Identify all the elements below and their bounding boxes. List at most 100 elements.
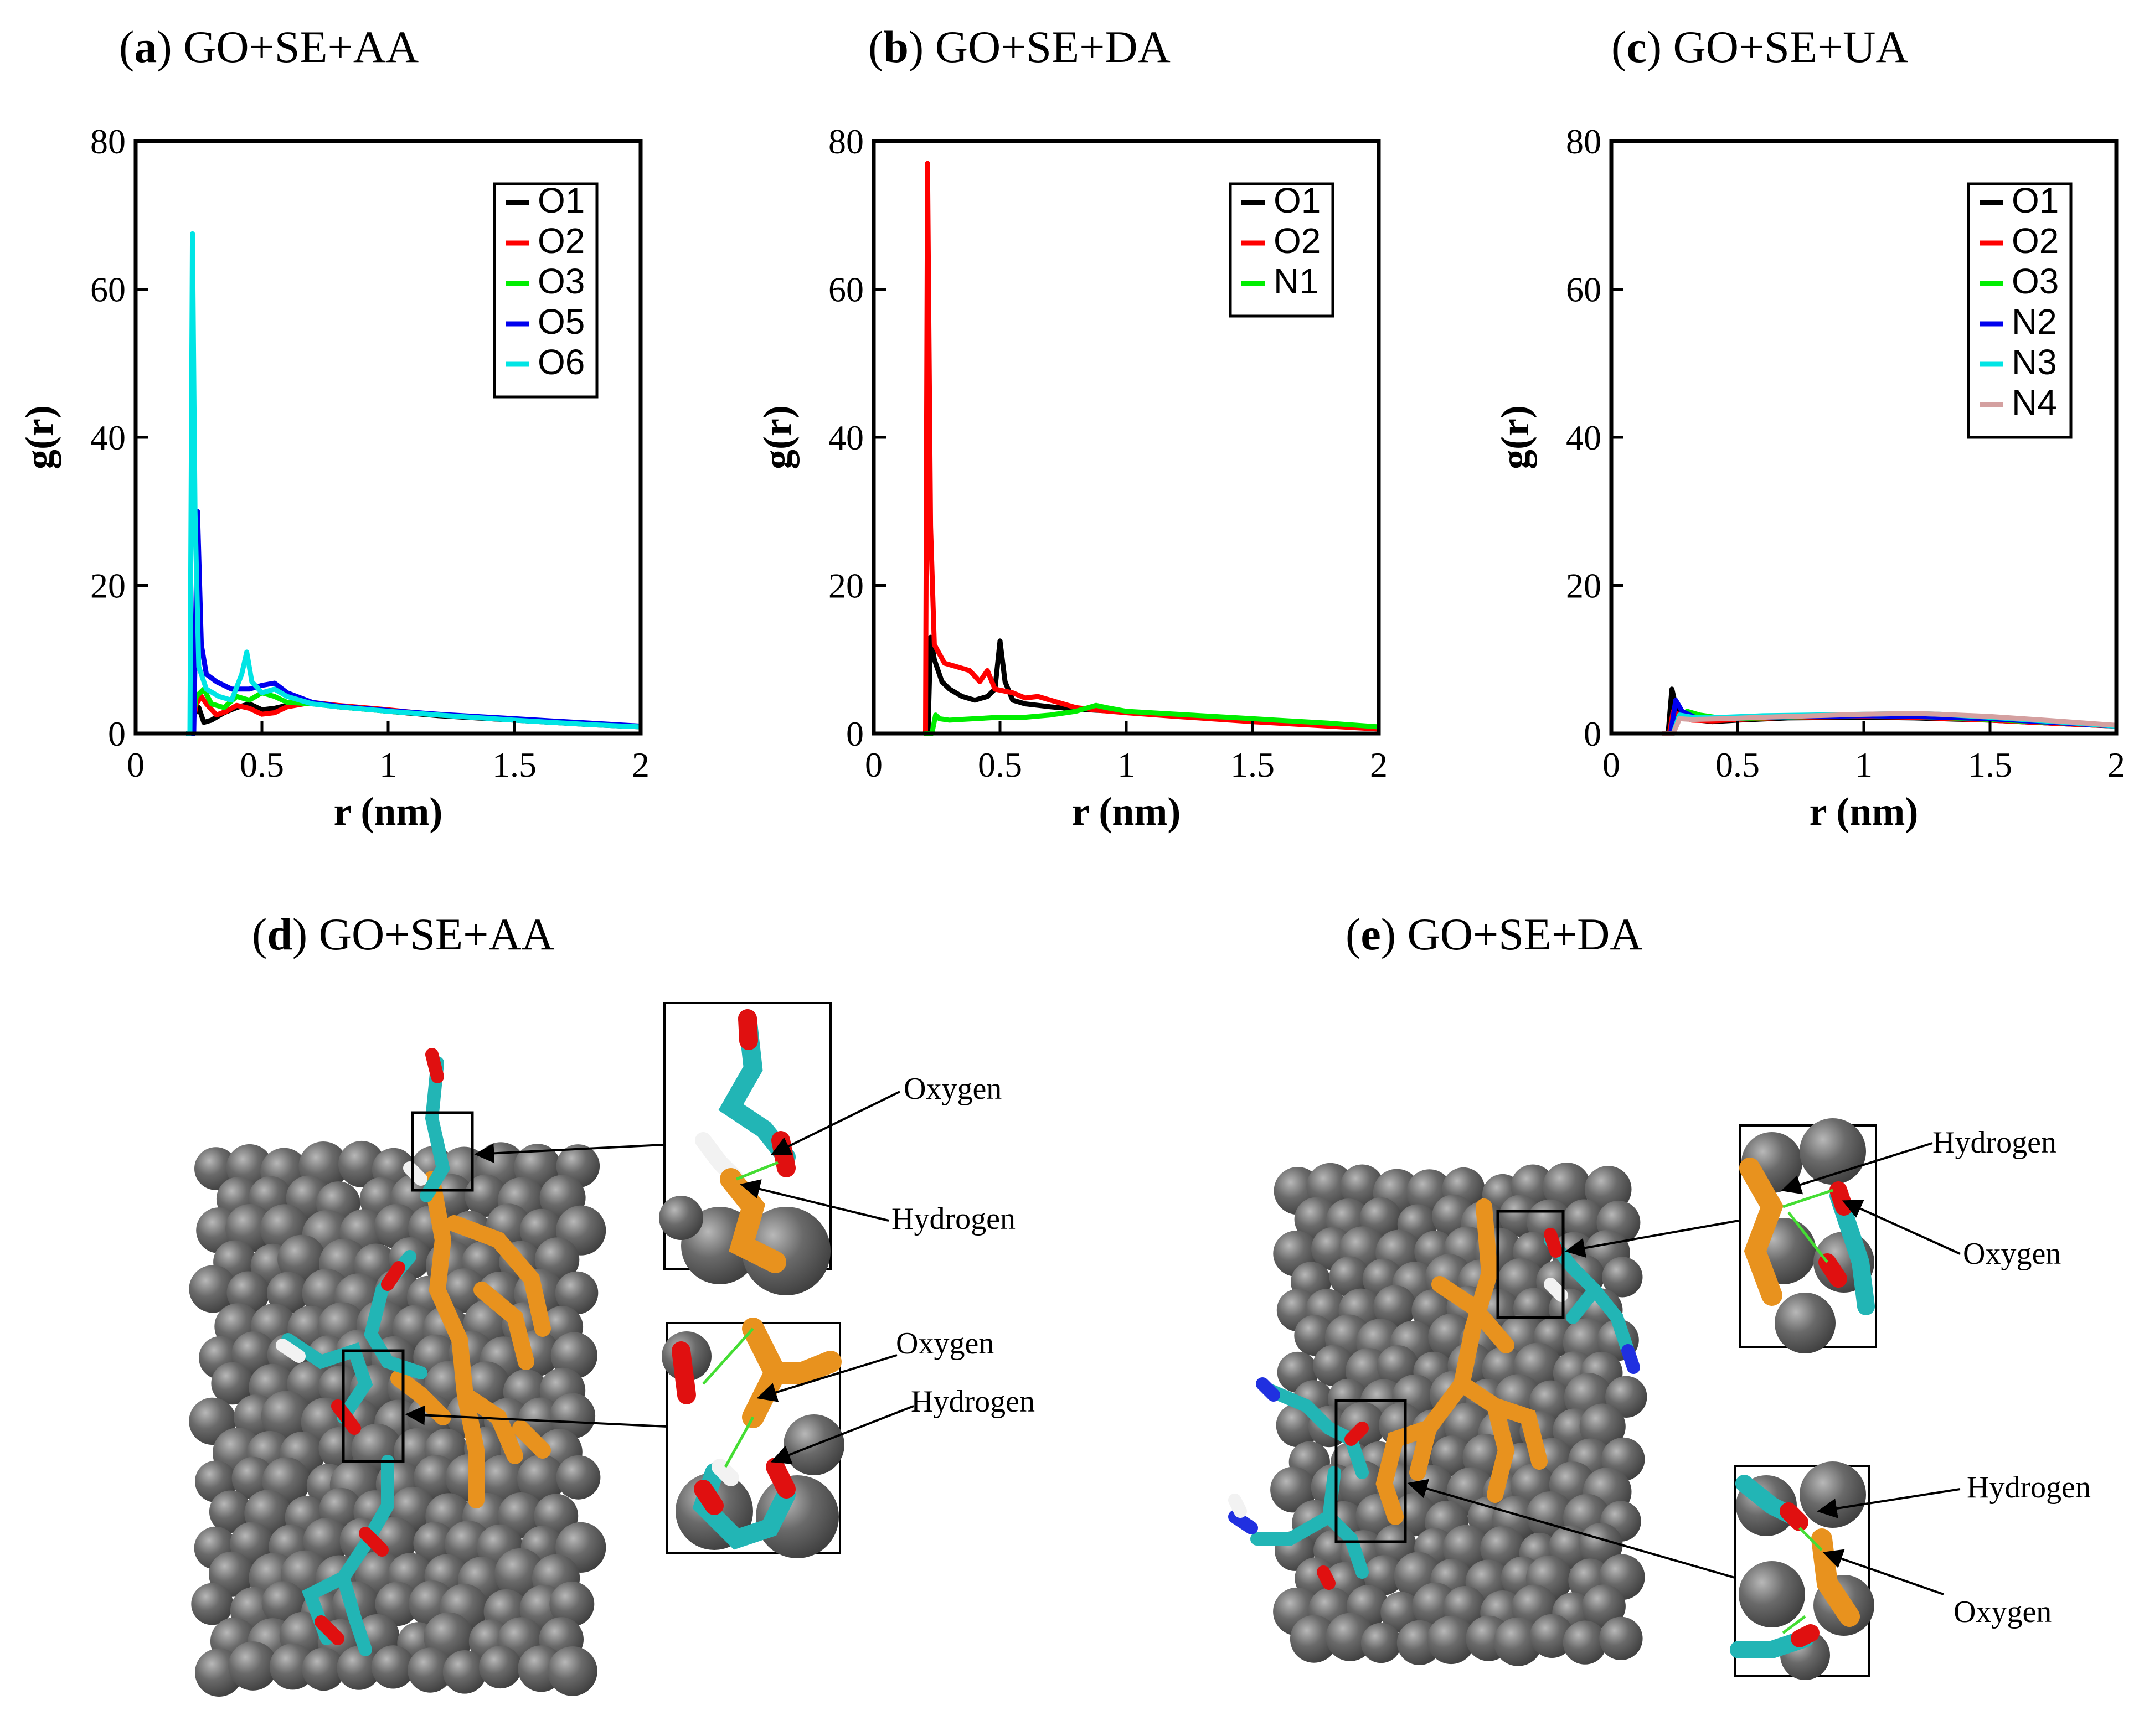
panel-c-title: (c) GO+SE+UA (1611, 22, 1909, 72)
panel-a-ytick-label: 20 (90, 566, 126, 606)
carbon-sphere (1563, 1620, 1607, 1665)
callout-e1-top: Hydrogen (1932, 1125, 2056, 1160)
panel-c-title-text: GO+SE+UA (1673, 22, 1909, 72)
carbon-sphere (1426, 1615, 1476, 1665)
carbon-sphere (1493, 1617, 1543, 1666)
carbon-sphere (1360, 1623, 1401, 1663)
carbon-sphere (337, 1646, 381, 1690)
carbon-sphere (517, 1454, 565, 1503)
panel-a-legend-label: O2 (538, 221, 585, 261)
panel-c-ytick-label: 60 (1566, 270, 1601, 309)
panel-c-series-o1 (1662, 686, 2117, 736)
panel-c-xtick-label: 1.5 (1968, 745, 2012, 784)
panel-d-title-text: GO+SE+AA (319, 909, 554, 959)
carbon-sphere (277, 1234, 326, 1283)
panel-a-xtick-label: 0.5 (240, 745, 284, 784)
panel-a-legend-label: O5 (538, 302, 585, 342)
inset-e1 (1739, 1118, 1877, 1353)
panel-b-ytick-label: 0 (846, 714, 864, 753)
panel-c-xtick-label: 0 (1602, 745, 1620, 784)
panel-a-series-o1 (186, 700, 641, 736)
panel-c-legend-label: N3 (2012, 342, 2057, 382)
panel-a-title-text: GO+SE+AA (183, 22, 419, 72)
panel-b-ytick-label: 20 (828, 566, 864, 606)
panel-a-ytick-label: 40 (90, 418, 126, 457)
panel-b-ytick-label: 60 (828, 270, 864, 309)
panel-a-series-o5 (186, 509, 641, 736)
selection-box-d2 (342, 1349, 405, 1463)
carbon-sphere (1530, 1614, 1574, 1658)
carbon-sphere (1582, 1584, 1626, 1629)
panel-b-label: b (883, 22, 909, 72)
carbon-sphere (318, 1427, 361, 1470)
panel-a-rdf-chart: (a) GO+SE+AA 0 0.5 1 1.5 2020406080O1O2O3O5O… (17, 22, 650, 834)
ligand-orange-e (1375, 1198, 1548, 1525)
carbon-sphere (191, 1583, 234, 1625)
panel-a-legend-label: O3 (538, 261, 585, 301)
carbon-sphere (261, 1391, 312, 1442)
carbon-sphere (555, 1271, 599, 1315)
panel-c-ytick-label: 0 (1584, 714, 1601, 753)
carbon-sphere (194, 1147, 238, 1190)
panel-a-ytick-label: 0 (108, 714, 126, 753)
panel-a-legend-label: O1 (538, 180, 585, 220)
panel-c-legend-label: N2 (2012, 302, 2057, 342)
panel-c-legend-label: O1 (2012, 180, 2059, 220)
panel-a-xtick-label: 1 (379, 745, 397, 784)
carbon-sphere (1543, 1162, 1591, 1211)
panel-b-series-n1 (924, 702, 1379, 736)
selection-box-d1 (411, 1111, 474, 1192)
panel-b-legend-label: O2 (1274, 221, 1321, 261)
carbon-sphere (479, 1645, 522, 1689)
carbon-sphere (548, 1646, 597, 1696)
callout-d1-top: Oxygen (904, 1072, 1002, 1106)
panel-c-label: c (1626, 22, 1646, 72)
panel-c-xtick-label: 0.5 (1715, 745, 1760, 784)
panel-b-xtick-label: 2 (1370, 745, 1388, 784)
panel-b-xtick-label: 0 (865, 745, 883, 784)
inset-d1 (659, 1002, 832, 1295)
inset-e2 (1730, 1461, 1874, 1680)
carbon-sphere (1363, 1555, 1404, 1595)
panel-c-xtick-label: 2 (2107, 745, 2125, 784)
carbon-sphere (1270, 1466, 1316, 1513)
panel-e-title-text: GO+SE+DA (1408, 909, 1643, 959)
carbon-sphere (189, 1265, 237, 1313)
selection-box-e2 (1334, 1399, 1407, 1543)
panel-b-title: (b) GO+SE+DA (868, 22, 1171, 72)
panel-a-xtick-label: 2 (632, 745, 650, 784)
carbon-sphere (414, 1455, 458, 1500)
inset-d2 (662, 1318, 844, 1558)
panel-c-xlabel: r (nm) (1810, 789, 1919, 834)
carbon-sphere (413, 1522, 456, 1564)
carbon-sphere (1329, 1256, 1370, 1297)
panel-c-ytick-label: 40 (1566, 418, 1601, 457)
panel-d-snapshot: (d) GO+SE+AA (189, 909, 1035, 1697)
callout-d2-top: Oxygen (896, 1326, 994, 1361)
panel-b-title-text: GO+SE+DA (935, 22, 1171, 72)
panel-a-ylabel: g(r) (17, 405, 61, 469)
panel-b-legend-box (1229, 182, 1334, 318)
panel-a-ytick-label: 80 (90, 122, 126, 161)
carbon-sphere (1579, 1523, 1623, 1567)
carbon-sphere (209, 1490, 252, 1533)
panel-a-title: (a) GO+SE+AA (119, 22, 419, 72)
carbon-sphere (231, 1331, 276, 1376)
panel-b-ylabel: g(r) (755, 405, 800, 469)
carbon-sphere (1563, 1199, 1605, 1242)
selection-box-e1 (1496, 1210, 1565, 1319)
graphene-oxide-slab-d (189, 1140, 606, 1697)
panel-a-xtick-label: 1.5 (492, 745, 537, 784)
carbon-sphere (550, 1332, 597, 1379)
carbon-sphere (1313, 1345, 1354, 1387)
carbon-sphere (228, 1641, 278, 1691)
panel-d-title: (d) GO+SE+AA (252, 909, 554, 959)
panel-b-ytick-label: 80 (828, 122, 864, 161)
panel-b-xtick-label: 1 (1117, 745, 1135, 784)
carbon-sphere (1294, 1315, 1336, 1356)
panel-e-title: (e) GO+SE+DA (1346, 909, 1643, 959)
carbon-sphere (266, 1272, 309, 1314)
